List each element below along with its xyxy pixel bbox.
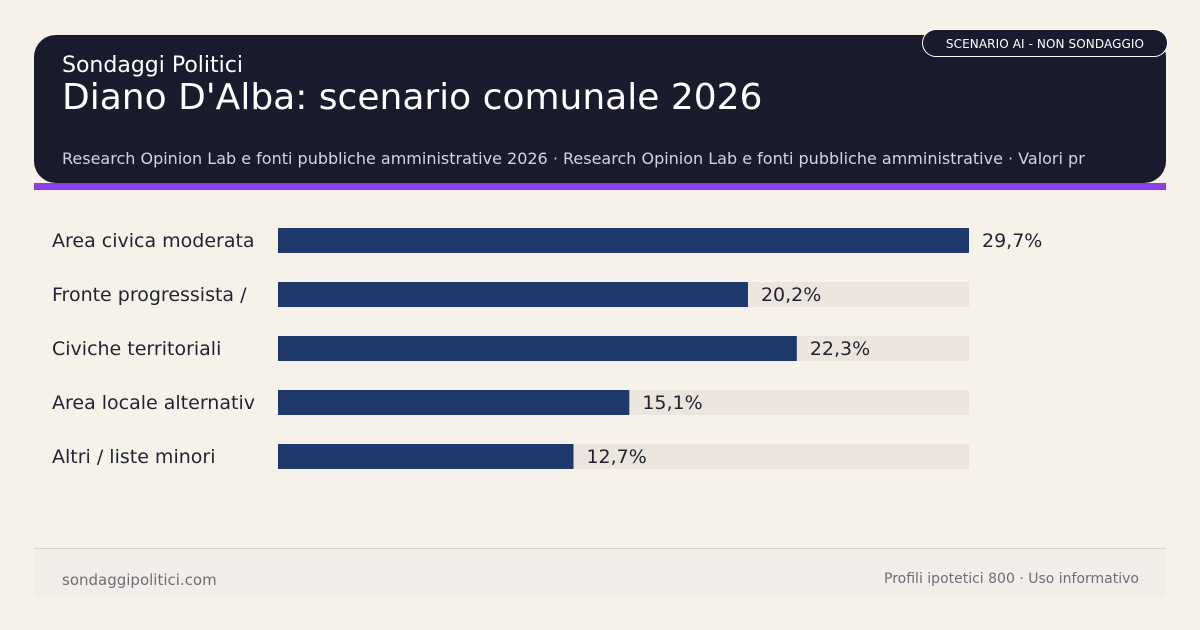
bar bbox=[278, 336, 797, 361]
scenario-badge: SCENARIO AI - NON SONDAGGIO bbox=[922, 29, 1168, 57]
category-label: Fronte progressista / bbox=[52, 284, 247, 306]
footer-note: Profili ipotetici 800 · Uso informativo bbox=[884, 571, 1139, 587]
category-label: Altri / liste minori bbox=[52, 446, 215, 468]
value-label: 22,3% bbox=[810, 338, 870, 360]
value-label: 15,1% bbox=[642, 392, 702, 414]
scenario-badge-label: SCENARIO AI - NON SONDAGGIO bbox=[945, 37, 1145, 51]
bar bbox=[278, 282, 748, 307]
category-label: Area civica moderata bbox=[52, 230, 255, 252]
source-note: Research Opinion Lab e fonti pubbliche a… bbox=[62, 149, 1085, 168]
header-panel: Sondaggi Politici Diano D'Alba: scenario… bbox=[34, 35, 1166, 183]
accent-bar bbox=[34, 183, 1166, 190]
bar bbox=[278, 444, 574, 469]
value-label: 29,7% bbox=[982, 230, 1042, 252]
value-label: 20,2% bbox=[761, 284, 821, 306]
category-label: Civiche territoriali bbox=[52, 338, 221, 360]
page-title: Diano D'Alba: scenario comunale 2026 bbox=[62, 77, 763, 118]
footer-site: sondaggipolitici.com bbox=[62, 571, 217, 589]
bar-chart: Area civica moderata 29,7% Fronte progress… bbox=[52, 228, 1042, 469]
category-label: Area locale alternativ bbox=[52, 392, 255, 414]
brand-kicker: Sondaggi Politici bbox=[62, 53, 243, 78]
bar bbox=[278, 390, 630, 415]
bar bbox=[278, 228, 969, 253]
footer: sondaggipolitici.com Profili ipotetici 8… bbox=[34, 548, 1166, 597]
value-label: 12,7% bbox=[586, 446, 646, 468]
